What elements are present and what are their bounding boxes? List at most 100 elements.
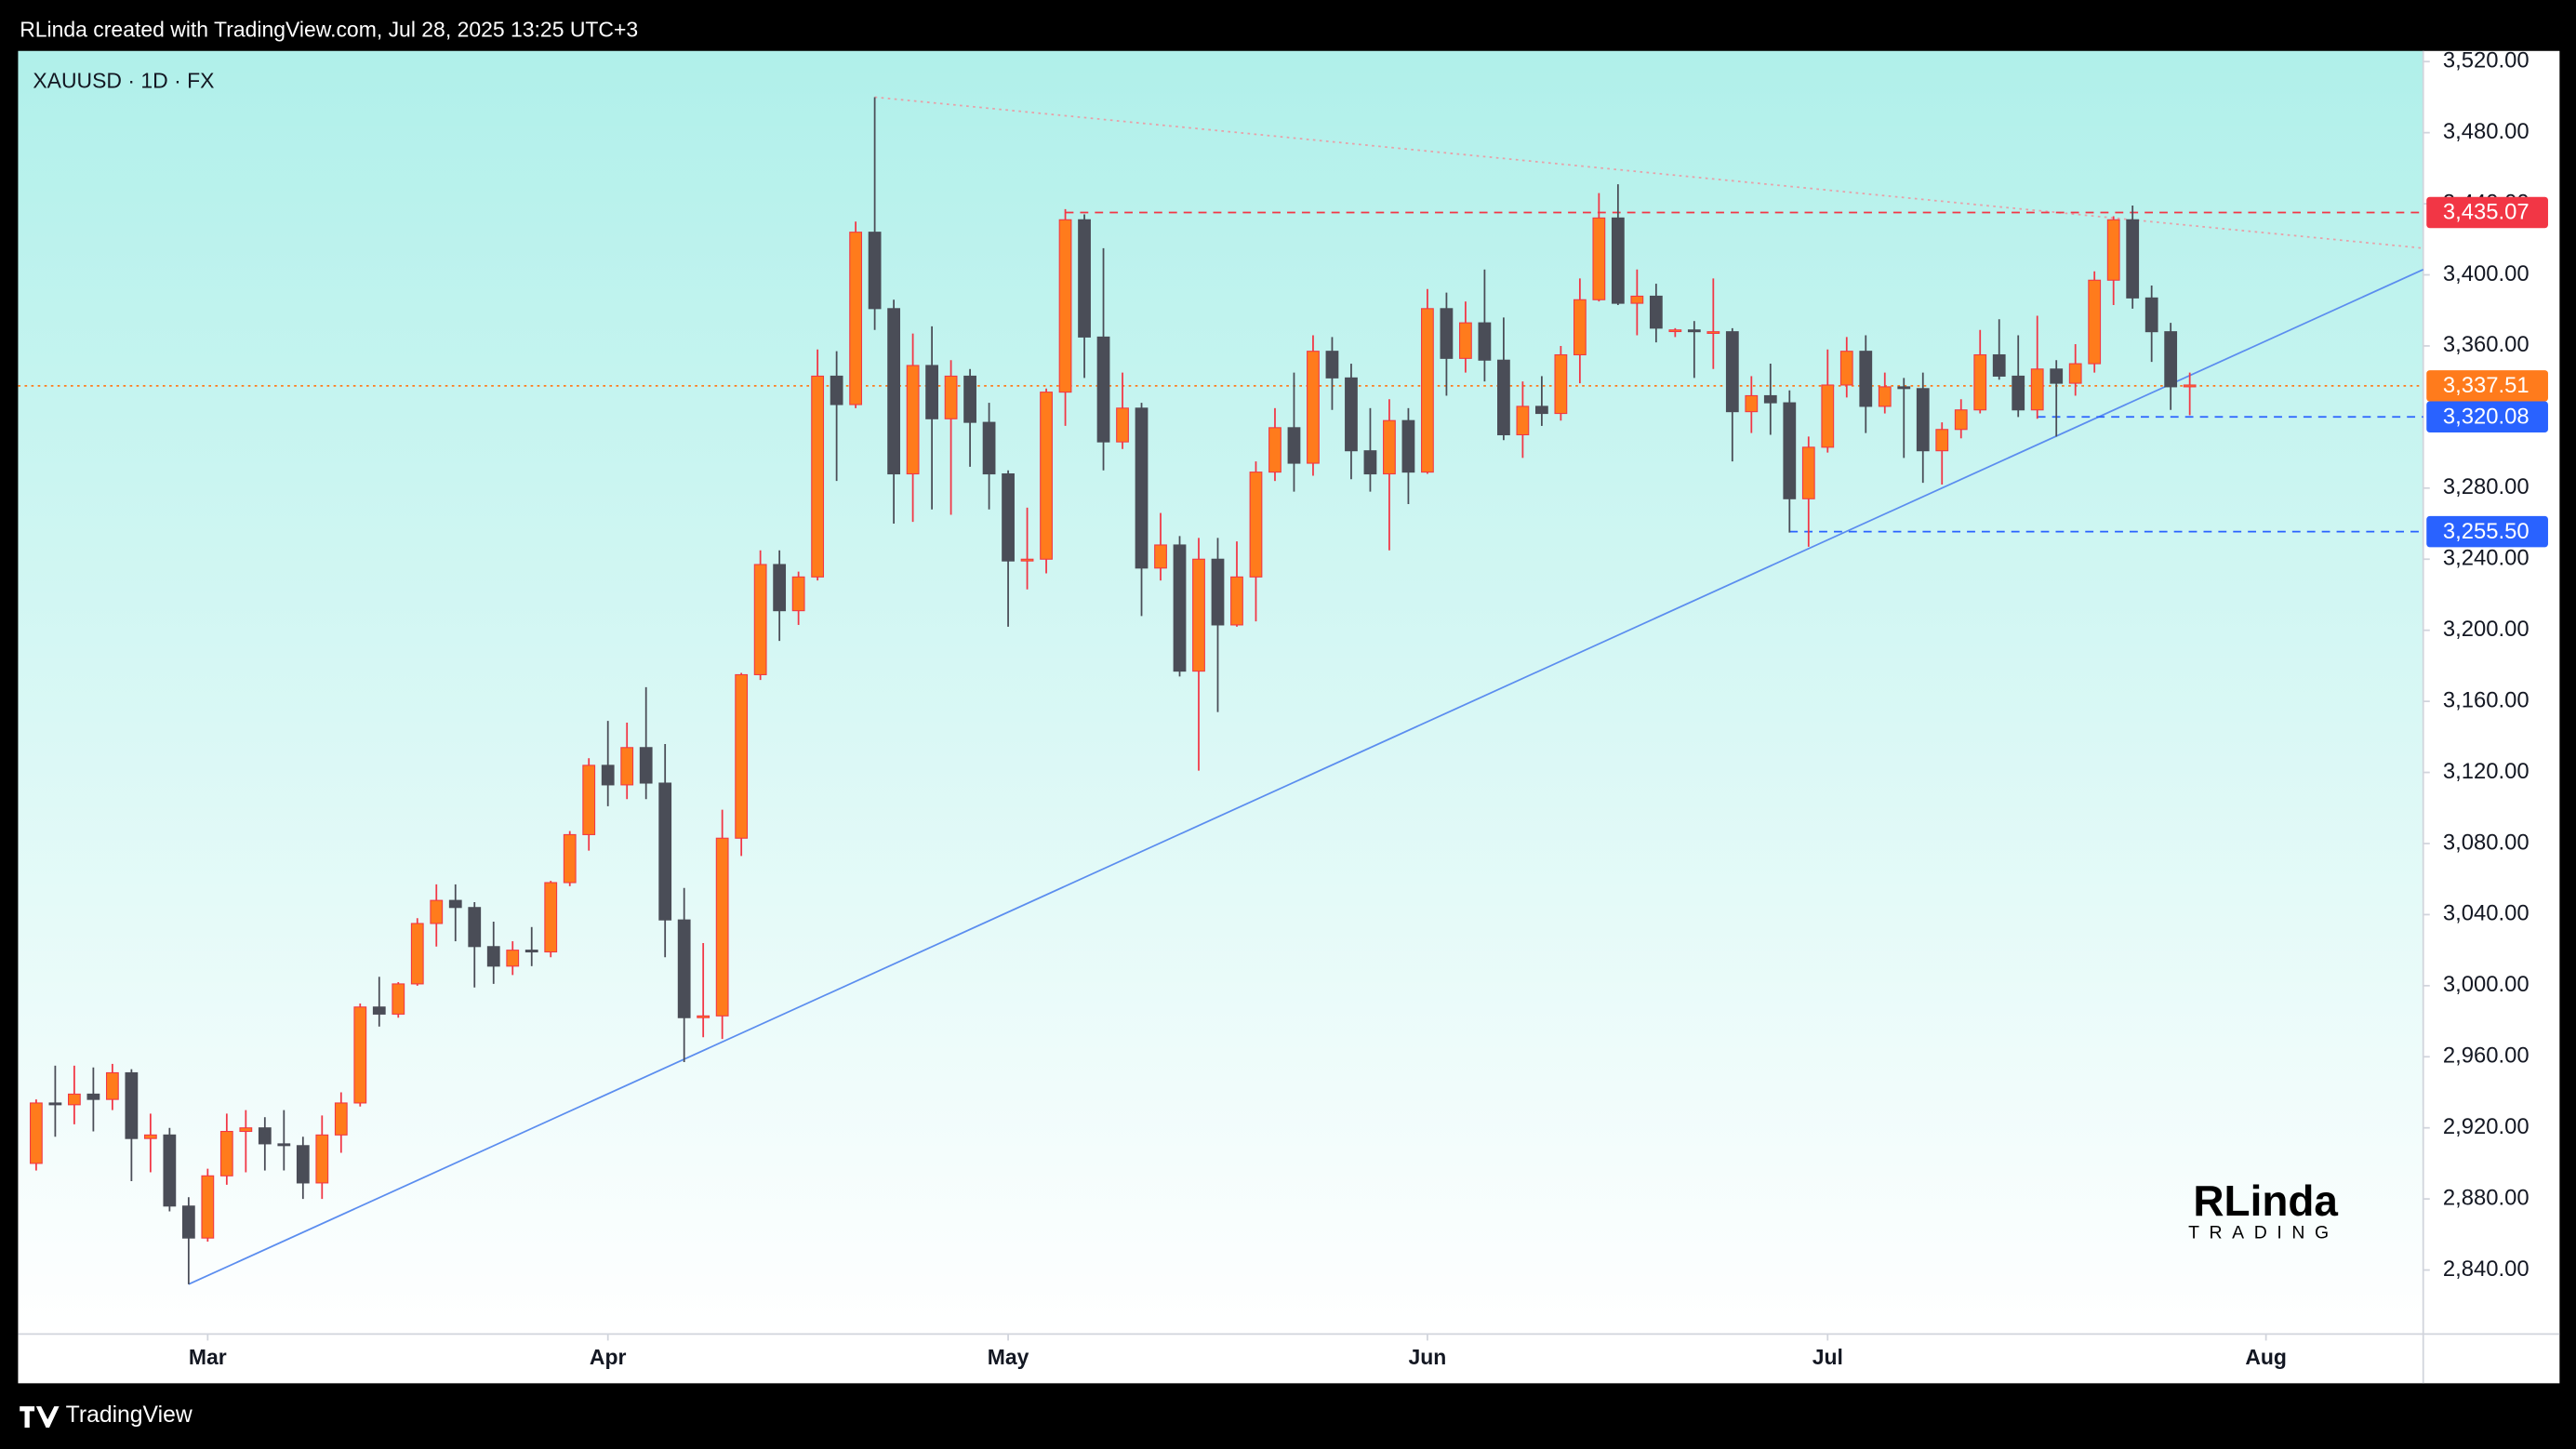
candle-body (1668, 329, 1682, 333)
candle-body (2030, 368, 2044, 411)
y-tick-label: 3,520.00 (2443, 48, 2530, 73)
x-tick-label: Jun (1409, 1345, 1447, 1369)
candle-body (1058, 219, 1072, 393)
y-tick-label: 3,480.00 (2443, 119, 2530, 144)
candle-body (1916, 388, 1930, 452)
price-axis (2423, 50, 2560, 1384)
candle-body (1154, 544, 1167, 569)
y-tick-label: 3,160.00 (2443, 687, 2530, 712)
candle-body (448, 899, 462, 909)
footer-logo: TradingView (20, 1402, 193, 1428)
candle-body (1078, 219, 1091, 338)
candle-body (830, 375, 843, 405)
candle-body (1363, 450, 1377, 475)
candle-body (1763, 394, 1777, 404)
candle-body (1687, 329, 1701, 333)
candle-body (1002, 472, 1015, 562)
candle-body (506, 950, 520, 967)
x-tick-label: Apr (590, 1345, 627, 1369)
candle-body (239, 1127, 253, 1133)
price-label-box (2426, 370, 2548, 402)
candle-body (1745, 394, 1759, 413)
candle-body (372, 1006, 386, 1015)
y-tick-label: 2,840.00 (2443, 1256, 2530, 1282)
chart-title: XAUUSD · 1D · FX (33, 68, 214, 92)
y-tick-label: 3,240.00 (2443, 546, 2530, 571)
candle-body (2012, 375, 2025, 411)
candle-body (2144, 297, 2158, 333)
candle-body (410, 923, 424, 985)
candle-body (1325, 351, 1339, 379)
price-label: 3,255.50 (2443, 519, 2530, 544)
candle-body (1878, 386, 1892, 407)
candle-body (697, 1015, 710, 1018)
candle-body (105, 1071, 119, 1100)
candle-body (735, 673, 749, 839)
candle-body (334, 1102, 348, 1136)
candle-body (1421, 308, 1434, 473)
trendline (188, 268, 2424, 1285)
candle-body (1211, 558, 1225, 626)
candle-body (1992, 353, 2006, 377)
candle-body (906, 365, 920, 475)
candle-body (1307, 351, 1320, 464)
y-tick-label: 2,960.00 (2443, 1044, 2530, 1069)
candle-body (2088, 279, 2102, 365)
candle-body (582, 764, 596, 835)
candle-body (811, 375, 825, 578)
price-label-box (2426, 515, 2548, 548)
candle-body (486, 946, 500, 967)
y-tick-label: 3,000.00 (2443, 972, 2530, 997)
candle-body (48, 1102, 62, 1106)
candle-body (1821, 384, 1835, 448)
header: RLinda created with TradingView.com, Jul… (20, 18, 638, 42)
candle-body (753, 564, 767, 675)
price-label-box (2426, 196, 2548, 229)
candle-body (86, 1093, 100, 1100)
x-tick-label: Aug (2245, 1345, 2287, 1369)
candle-body (1554, 353, 1568, 415)
candle-body (1954, 409, 1968, 431)
y-tick-label: 3,400.00 (2443, 261, 2530, 286)
candle-body (30, 1102, 43, 1164)
candle-body (1935, 429, 1949, 452)
price-label: 3,320.08 (2443, 404, 2530, 429)
candle-body (258, 1127, 272, 1145)
candle-body (1516, 405, 1530, 436)
candle-body (849, 232, 863, 405)
y-tick-label: 3,120.00 (2443, 759, 2530, 784)
candle-body (392, 983, 405, 1015)
watermark-name: RLinda (2193, 1176, 2338, 1225)
y-tick-label: 3,360.00 (2443, 332, 2530, 357)
x-tick-label: Mar (189, 1345, 227, 1369)
candle-body (296, 1145, 310, 1184)
candle-body (1859, 351, 1873, 407)
candle-body (982, 421, 996, 475)
candle-body (1116, 407, 1129, 443)
candle-body (143, 1134, 157, 1139)
candle-body (1020, 558, 1034, 562)
candle-body (1630, 295, 1644, 304)
trendline (874, 96, 2423, 249)
candle-body (1478, 322, 1492, 361)
candle-body (1096, 336, 1110, 443)
candle-body (181, 1205, 195, 1239)
candle-body (353, 1006, 367, 1104)
candle-body (868, 232, 882, 310)
candle-body (1249, 472, 1263, 578)
candle-body (1192, 558, 1205, 672)
y-tick-label: 3,200.00 (2443, 617, 2530, 642)
candle-body (1801, 446, 1815, 499)
y-tick-label: 2,920.00 (2443, 1114, 2530, 1139)
watermark: RLinda TRADING (2188, 1176, 2338, 1243)
candle-body (1897, 386, 1911, 390)
candle-body (277, 1143, 291, 1147)
candle-body (563, 833, 577, 884)
time-axis (18, 1334, 2423, 1384)
x-tick-label: May (988, 1345, 1029, 1369)
candle-body (677, 919, 691, 1018)
candle-body (1383, 419, 1396, 475)
candle-body (1573, 299, 1587, 356)
